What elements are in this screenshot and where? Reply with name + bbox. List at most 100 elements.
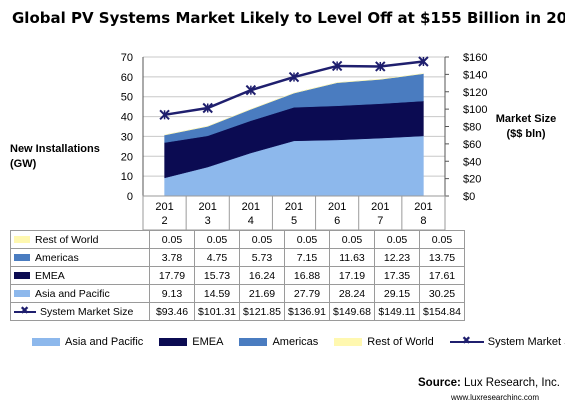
y-right-tick-label: $120 (463, 87, 487, 99)
legend-item: EMEA (159, 336, 223, 348)
source-label: Source: (418, 377, 461, 389)
y-left-tick-label: 20 (121, 151, 133, 163)
table-cell: 0.05 (419, 230, 465, 249)
chart-title: Global PV Systems Market Likely to Level… (12, 9, 565, 27)
legend-swatch (334, 338, 363, 347)
x-tick-label-bottom: 3 (205, 215, 211, 227)
source-name: Lux Research, Inc. (464, 377, 560, 389)
table-cell: 27.79 (284, 284, 330, 303)
x-tick-label-top: 201 (155, 201, 173, 213)
table-row: Americas 3.78 4.75 5.73 7.15 11.63 12.23 13.75 (10, 248, 465, 267)
table-cell: 17.61 (419, 266, 465, 285)
y-left-tick-label: 10 (121, 171, 133, 183)
table-cell: $149.68 (329, 302, 375, 321)
legend-swatch (14, 254, 30, 262)
series-name: Rest of World (35, 233, 99, 246)
table-cell: 13.75 (419, 248, 465, 267)
x-tick-label-bottom: 5 (291, 215, 297, 227)
legend-item: Asia and Pacific (32, 336, 143, 348)
table-cell: 14.59 (194, 284, 240, 303)
table-cell: 29.15 (374, 284, 420, 303)
table-cell: $154.84 (419, 302, 465, 321)
table-cell: $121.85 (239, 302, 285, 321)
y-right-tick-label: $20 (463, 174, 481, 186)
y-left-tick-label: 40 (121, 112, 133, 124)
legend-item: Rest of World (334, 336, 434, 349)
market-size-point (288, 71, 300, 83)
legend-swatch (159, 338, 188, 347)
y-right-tick-label: $160 (463, 52, 487, 64)
x-tick-label-bottom: 6 (334, 215, 340, 227)
table-cell: 0.05 (239, 230, 285, 249)
legend-swatch (14, 236, 30, 244)
table-row: System Market Size$93.46$101.31$121.85$1… (10, 302, 465, 321)
legend-swatch (239, 338, 268, 347)
legend-item: Americas (239, 336, 318, 348)
table-cell: 15.73 (194, 266, 240, 285)
table-cell: 0.05 (284, 230, 330, 249)
table-cell: 21.69 (239, 284, 285, 303)
table-cell: 12.23 (374, 248, 420, 267)
y-right-tick-label: $60 (463, 139, 481, 151)
x-tick-label-bottom: 7 (377, 215, 383, 227)
table-cell: 9.13 (149, 284, 195, 303)
table-cell: 17.19 (329, 266, 375, 285)
x-tick-label-top: 201 (371, 201, 389, 213)
y-right-tick-label: $40 (463, 156, 481, 168)
legend-swatch (14, 272, 30, 280)
x-tick-label-top: 201 (328, 201, 346, 213)
y-left-tick-label: 0 (127, 191, 133, 203)
legend-swatch (14, 290, 30, 298)
area-rest-of-world (164, 73, 424, 136)
x-tick-label-top: 201 (199, 201, 217, 213)
table-row: Asia and Pacific 9.13 14.59 21.69 27.79 28.24… (10, 284, 465, 303)
y-left-tick-label: 50 (121, 92, 133, 104)
table-cell: 0.05 (149, 230, 195, 249)
y-axis-left-label: New Installations (GW) (10, 143, 100, 170)
table-cell: 0.05 (329, 230, 375, 249)
market-size-point (245, 84, 257, 96)
table-row-label: System Market Size (10, 302, 150, 321)
y-right-tick-label: $100 (463, 104, 487, 116)
market-size-point (202, 102, 213, 114)
legend-item: System Market Size (449, 334, 565, 349)
legend-swatch (32, 338, 60, 347)
y-left-tick-label: 60 (121, 72, 133, 84)
x-tick-label-top: 201 (285, 201, 303, 213)
legend-label: Americas (272, 336, 319, 349)
table-cell: 4.75 (194, 248, 240, 267)
table-cell: 16.88 (284, 266, 330, 285)
series-name: Asia and Pacific (35, 287, 110, 300)
table-cell: $136.91 (284, 302, 330, 321)
table-cell: $101.31 (194, 302, 240, 321)
y-axis-right-label: Market Size ($$ bln) (495, 113, 557, 140)
y-left-tick-label: 30 (121, 131, 133, 143)
source-note: Source: Lux Research, Inc. (418, 377, 560, 389)
market-size-point (418, 56, 429, 67)
data-table: Rest of World 0.05 0.05 0.05 0.05 0.05 0.05 0.0… (10, 230, 465, 321)
table-cell: 28.24 (329, 284, 375, 303)
market-size-point (375, 61, 386, 72)
table-cell: $93.46 (149, 302, 195, 321)
legend-label: Rest of World (367, 336, 434, 349)
table-cell: 17.79 (149, 266, 195, 285)
table-row-label: Americas (10, 248, 150, 267)
legend-label: EMEA (192, 336, 224, 349)
y-right-tick-label: $140 (463, 69, 487, 81)
x-tick-label-top: 201 (414, 201, 432, 213)
y-right-tick-label: $80 (463, 122, 481, 134)
series-name: Americas (35, 251, 79, 264)
table-cell: 0.05 (374, 230, 420, 249)
table-row: EMEA 17.79 15.73 16.24 16.88 17.19 17.35 17.61 (10, 266, 465, 285)
legend-label: Asia and Pacific (65, 336, 144, 349)
table-cell: 0.05 (194, 230, 240, 249)
table-cell: 7.15 (284, 248, 330, 267)
table-row-label: Rest of World (10, 230, 150, 249)
table-cell: $149.11 (374, 302, 420, 321)
chart-legend: Asia and Pacific EMEA Americas Rest of Worl… (32, 334, 565, 349)
table-row-label: Asia and Pacific (10, 284, 150, 303)
table-cell: 11.63 (329, 248, 375, 267)
legend-label: System Market Size (487, 336, 565, 349)
table-row-label: EMEA (10, 266, 150, 285)
